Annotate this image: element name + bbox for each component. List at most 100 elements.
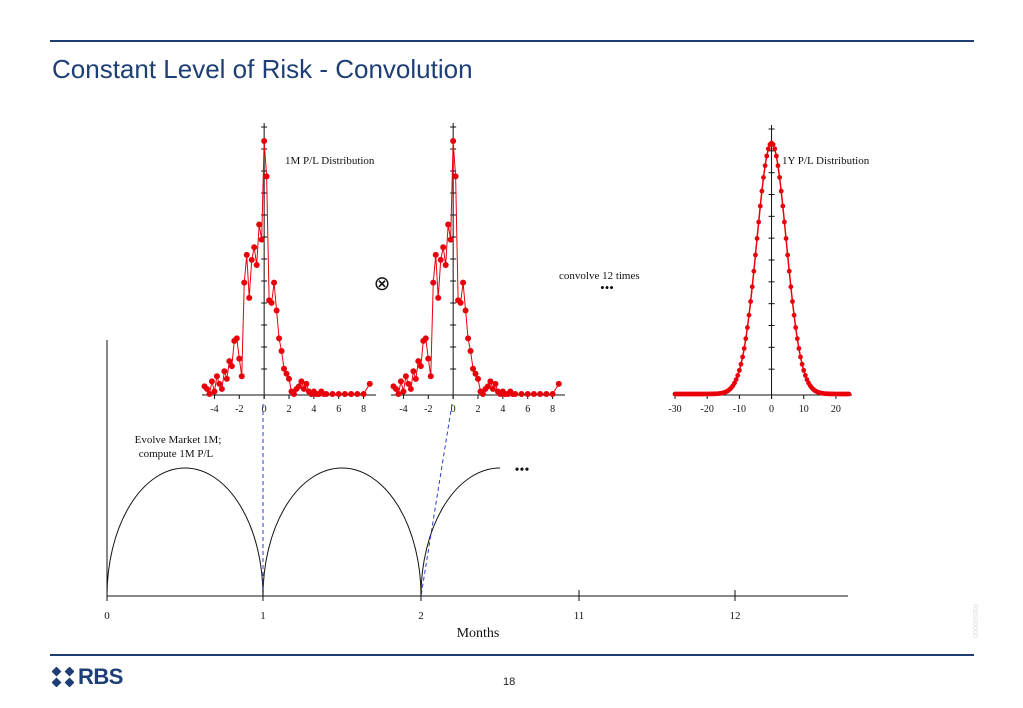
- data-point: [786, 268, 792, 274]
- evolve-label-line1: Evolve Market 1M;: [135, 434, 222, 446]
- x-tick-label: 0: [769, 404, 774, 415]
- data-point: [335, 391, 342, 397]
- data-point: [246, 294, 253, 301]
- x-tick-label: -2: [235, 404, 243, 415]
- data-point: [208, 378, 215, 385]
- x-tick-label: 0: [451, 404, 456, 415]
- data-point: [298, 378, 305, 385]
- data-point: [241, 279, 248, 286]
- data-point: [735, 373, 741, 378]
- timeline-arc-2: [262, 467, 422, 597]
- data-point: [323, 391, 330, 397]
- data-point: [462, 307, 469, 314]
- data-point: [273, 307, 280, 314]
- data-point: [736, 367, 742, 373]
- data-point: [518, 391, 525, 397]
- data-point: [794, 336, 800, 342]
- evolve-label-line2: compute 1M P/L: [139, 448, 214, 460]
- data-point: [465, 335, 472, 342]
- data-point: [512, 391, 519, 397]
- convolve-ellipsis: •••: [600, 280, 614, 295]
- small-distribution-middle: -4 -2 0 2 4 6 8: [390, 123, 565, 415]
- data-point: [524, 391, 531, 397]
- data-point: [746, 312, 752, 318]
- data-point: [251, 244, 258, 251]
- data-point: [407, 385, 414, 392]
- data-point: [271, 279, 278, 286]
- data-point: [216, 380, 223, 387]
- data-point: [751, 268, 757, 274]
- data-point: [395, 391, 402, 397]
- data-point: [263, 173, 270, 180]
- data-point: [236, 355, 243, 362]
- data-point: [256, 221, 263, 228]
- data-point: [412, 375, 419, 382]
- data-point: [783, 236, 789, 241]
- dashed-link-2: [420, 403, 453, 597]
- timeline-ticks: 0 1 2 11 12: [104, 590, 741, 622]
- x-tick-label: 20: [831, 404, 841, 415]
- data-point: [300, 385, 307, 392]
- x-tick-label: -4: [399, 404, 407, 415]
- data-point: [782, 219, 787, 225]
- data-point: [440, 244, 447, 251]
- data-point: [537, 391, 544, 397]
- data-point: [258, 236, 265, 243]
- data-point: [415, 358, 422, 365]
- data-point: [801, 367, 807, 373]
- x-tick-label: 6: [525, 404, 530, 415]
- data-point: [788, 284, 794, 290]
- x-tick-label: 6: [336, 404, 341, 415]
- data-point: [799, 361, 805, 367]
- data-point: [472, 370, 479, 377]
- data-point: [223, 375, 230, 382]
- data-point: [745, 325, 750, 330]
- timeline-ellipsis: •••: [515, 463, 530, 478]
- data-point: [400, 388, 407, 395]
- data-point: [303, 380, 310, 387]
- data-point: [764, 153, 770, 159]
- convolve-label: convolve 12 times: [559, 270, 640, 282]
- x-tick-label: -4: [210, 404, 218, 415]
- data-point: [283, 370, 290, 377]
- data-point: [484, 383, 491, 390]
- series-line: [675, 141, 849, 395]
- data-point: [276, 335, 283, 342]
- data-point: [765, 146, 771, 152]
- data-point: [785, 252, 791, 258]
- data-point: [798, 354, 803, 360]
- x-tick-label: 10: [799, 404, 809, 415]
- data-point: [748, 299, 754, 304]
- logo-text: RBS: [78, 664, 123, 689]
- data-point: [761, 175, 766, 180]
- data-point: [427, 373, 434, 380]
- data-point: [487, 378, 494, 385]
- bottom-rule: [50, 654, 974, 656]
- data-point: [402, 373, 409, 380]
- data-point: [392, 385, 399, 392]
- data-point: [790, 299, 795, 304]
- timeline-tick-label: 11: [574, 610, 585, 622]
- data-point: [492, 380, 499, 387]
- data-point: [754, 236, 760, 241]
- data-point: [757, 203, 763, 209]
- data-point: [452, 173, 459, 180]
- x-tick-label: -30: [668, 404, 681, 415]
- data-point: [417, 363, 424, 370]
- data-point: [203, 385, 210, 392]
- data-point: [348, 391, 355, 397]
- right-dist-label: 1Y P/L Distribution: [782, 155, 870, 167]
- page-number: 18: [503, 676, 516, 688]
- data-point: [447, 236, 454, 243]
- data-point: [432, 251, 439, 258]
- data-point: [233, 335, 240, 342]
- data-point: [749, 284, 755, 290]
- data-point: [770, 142, 776, 147]
- data-point: [366, 380, 373, 387]
- data-point: [773, 153, 779, 159]
- data-point: [740, 354, 745, 360]
- data-point: [425, 355, 432, 362]
- data-point: [489, 385, 496, 392]
- data-point: [796, 346, 802, 351]
